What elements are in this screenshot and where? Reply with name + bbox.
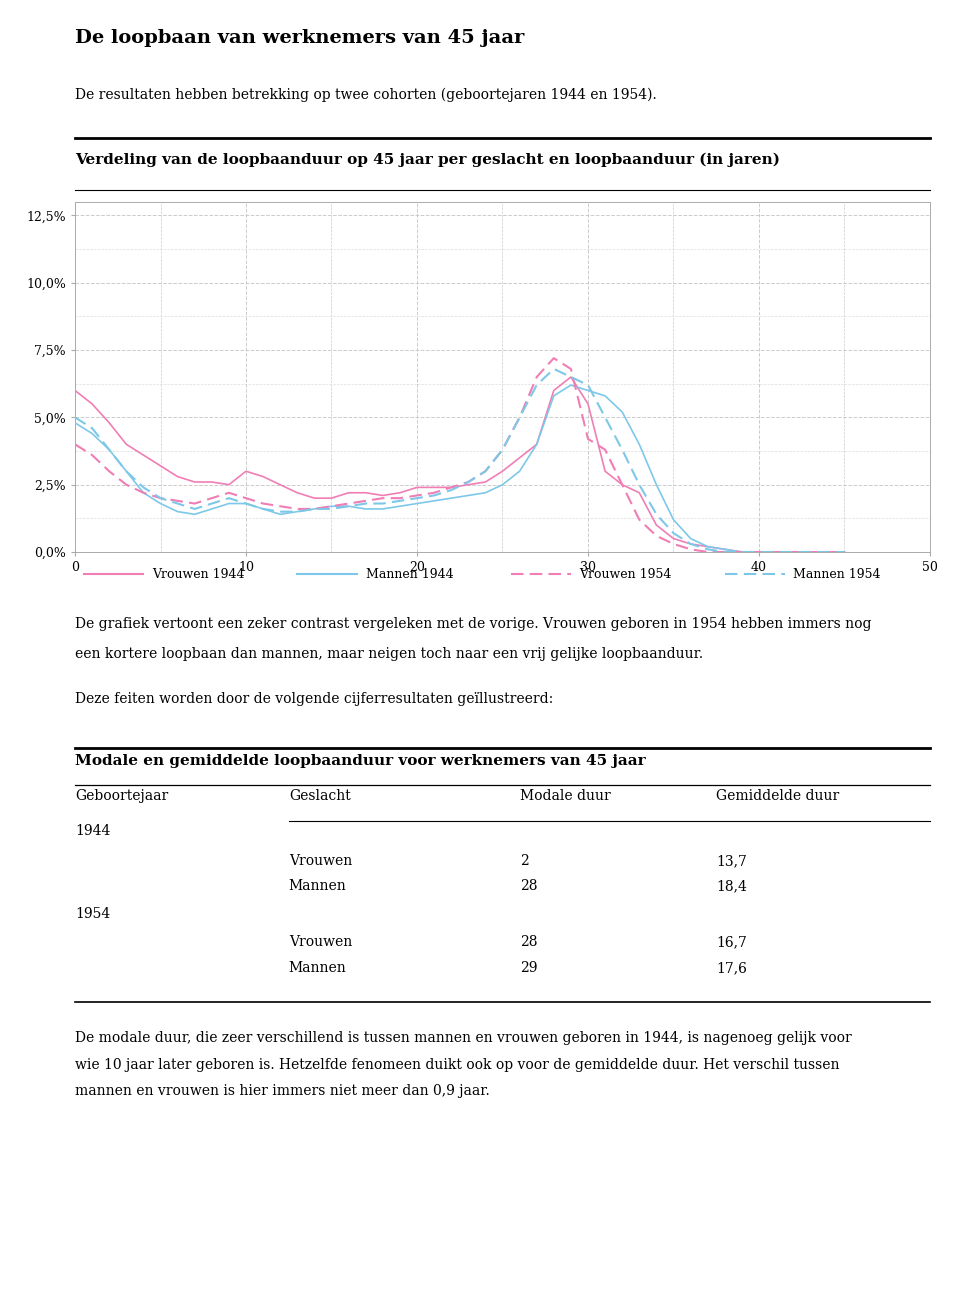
Text: 18,4: 18,4 (716, 880, 747, 894)
Text: Mannen: Mannen (289, 880, 347, 894)
Text: 2: 2 (519, 853, 528, 868)
Text: Mannen 1954: Mannen 1954 (793, 568, 880, 581)
Text: een kortere loopbaan dan mannen, maar neigen toch naar een vrij gelijke loopbaan: een kortere loopbaan dan mannen, maar ne… (75, 648, 703, 661)
Text: Modale en gemiddelde loopbaanduur voor werknemers van 45 jaar: Modale en gemiddelde loopbaanduur voor w… (75, 754, 646, 769)
Text: Geslacht: Geslacht (289, 788, 350, 803)
Text: 1954: 1954 (75, 907, 110, 921)
Text: Mannen 1944: Mannen 1944 (366, 568, 453, 581)
Text: Modale duur: Modale duur (519, 788, 611, 803)
Text: De grafiek vertoont een zeker contrast vergeleken met de vorige. Vrouwen geboren: De grafiek vertoont een zeker contrast v… (75, 618, 872, 631)
Text: 29: 29 (519, 960, 537, 975)
Text: Mannen: Mannen (289, 960, 347, 975)
Text: 1944: 1944 (75, 825, 110, 839)
Text: wie 10 jaar later geboren is. Hetzelfde fenomeen duikt ook op voor de gemiddelde: wie 10 jaar later geboren is. Hetzelfde … (75, 1058, 839, 1071)
Text: 17,6: 17,6 (716, 960, 747, 975)
Text: 13,7: 13,7 (716, 853, 747, 868)
Text: De modale duur, die zeer verschillend is tussen mannen en vrouwen geboren in 194: De modale duur, die zeer verschillend is… (75, 1031, 852, 1045)
Text: Deze feiten worden door de volgende cijferresultaten geïllustreerd:: Deze feiten worden door de volgende cijf… (75, 692, 553, 706)
Text: De loopbaan van werknemers van 45 jaar: De loopbaan van werknemers van 45 jaar (75, 29, 524, 47)
Text: Vrouwen 1954: Vrouwen 1954 (580, 568, 672, 581)
Text: Verdeling van de loopbaanduur op 45 jaar per geslacht en loopbaanduur (in jaren): Verdeling van de loopbaanduur op 45 jaar… (75, 152, 780, 167)
Text: Gemiddelde duur: Gemiddelde duur (716, 788, 839, 803)
Text: mannen en vrouwen is hier immers niet meer dan 0,9 jaar.: mannen en vrouwen is hier immers niet me… (75, 1084, 490, 1098)
Text: 16,7: 16,7 (716, 936, 747, 950)
Text: 28: 28 (519, 880, 537, 894)
Text: Vrouwen 1944: Vrouwen 1944 (152, 568, 245, 581)
Text: De resultaten hebben betrekking op twee cohorten (geboortejaren 1944 en 1954).: De resultaten hebben betrekking op twee … (75, 87, 657, 102)
Text: Vrouwen: Vrouwen (289, 853, 352, 868)
Text: Vrouwen: Vrouwen (289, 936, 352, 950)
Text: 28: 28 (519, 936, 537, 950)
Text: Geboortejaar: Geboortejaar (75, 788, 168, 803)
